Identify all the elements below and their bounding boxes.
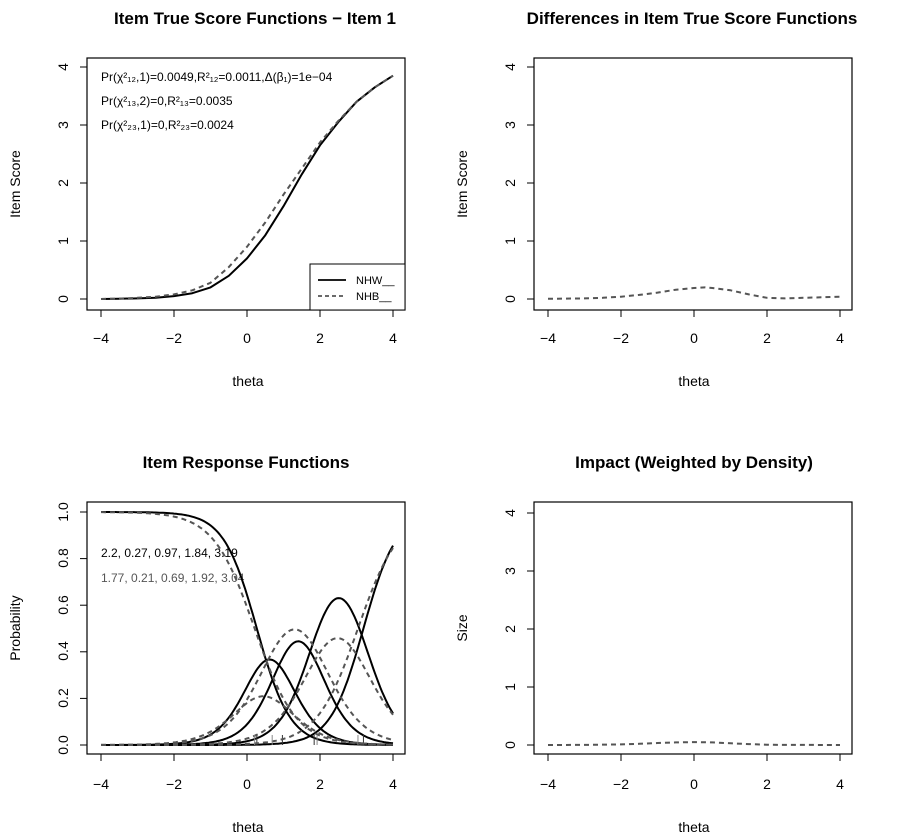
panel-4-title: Impact (Weighted by Density) <box>575 453 813 472</box>
category-curve-1-3 <box>101 637 394 746</box>
y-tick-label: 1 <box>502 683 518 691</box>
y-tick-label: 2 <box>502 179 518 187</box>
panel-1-annotations: Pr(χ²₁₂,1)=0.0049,R²₁₂=0.0011,Δ(β₁)=1e−0… <box>101 70 333 132</box>
y-tick-label: 0 <box>55 295 71 303</box>
y-tick-label: 0.8 <box>55 548 71 568</box>
panel-4-ylabel: Size <box>454 614 470 641</box>
panel-3-annotations: 2.2, 0.27, 0.97, 1.84, 3.19 1.77, 0.21, … <box>101 546 245 585</box>
y-tick-label: 4 <box>55 63 71 71</box>
y-tick-label: 3 <box>502 121 518 129</box>
panel-2-xticks: −4 −2 0 2 4 <box>540 330 844 346</box>
panel-true-score: Item True Score Functions − Item 1 theta… <box>7 9 406 389</box>
legend-label-nhb: NHB__ <box>356 291 392 303</box>
panel-1-frame <box>86 57 406 311</box>
panel-3-xticks: −4 −2 0 2 4 <box>93 776 397 792</box>
x-tick-label: −4 <box>93 330 109 346</box>
x-tick-label: −2 <box>166 330 182 346</box>
panel-item-response: Item Response Functions theta Probabilit… <box>7 453 406 835</box>
panel-2-frame <box>533 57 853 311</box>
y-tick-label: 0.6 <box>55 595 71 615</box>
legend-box <box>309 263 406 311</box>
category-curve-0-1 <box>101 658 394 746</box>
y-tick-label: 4 <box>502 63 518 71</box>
category-curve-1-4 <box>101 547 394 746</box>
panel-1-xlabel: theta <box>232 373 263 389</box>
x-tick-label: −2 <box>613 330 629 346</box>
panel-3-frame <box>86 501 406 755</box>
series-line-nhb <box>100 74 394 300</box>
annotation-chi23: Pr(χ²₂₃,1)=0,R²₂₃=0.0024 <box>101 118 234 132</box>
y-tick-label: 3 <box>55 121 71 129</box>
y-tick-label: 4 <box>502 509 518 517</box>
x-tick-label: 0 <box>690 776 698 792</box>
x-tick-label: 2 <box>763 330 771 346</box>
x-tick-label: −2 <box>166 776 182 792</box>
x-tick-label: 4 <box>389 330 397 346</box>
panel-4-xticks: −4 −2 0 2 4 <box>540 776 844 792</box>
panel-differences: Differences in Item True Score Functions… <box>454 9 857 389</box>
x-tick-label: 0 <box>243 776 251 792</box>
panel-1-yticks: 0 1 2 3 4 <box>55 63 71 303</box>
x-tick-label: 2 <box>316 330 324 346</box>
panel-4-yticks: 0 1 2 3 4 <box>502 509 518 749</box>
x-tick-label: −2 <box>613 776 629 792</box>
category-curve-0-0 <box>101 511 393 746</box>
y-tick-label: 0.0 <box>55 735 71 755</box>
y-tick-label: 0.2 <box>55 688 71 708</box>
panel-1-legend: NHW__ NHB__ <box>309 263 406 311</box>
annotation-chi13: Pr(χ²₁₃,2)=0,R²₁₃=0.0035 <box>101 94 233 108</box>
y-tick-label: 1 <box>502 237 518 245</box>
x-tick-label: 4 <box>836 776 844 792</box>
legend-label-nhw: NHW__ <box>356 275 395 287</box>
annotation-chi12: Pr(χ²₁₂,1)=0.0049,R²₁₂=0.0011,Δ(β₁)=1e−0… <box>101 70 333 84</box>
y-tick-label: 2 <box>55 179 71 187</box>
panel-3-yticks: 0.0 0.2 0.4 0.6 0.8 1.0 <box>55 502 71 755</box>
panel-4-frame <box>533 501 853 755</box>
panel-3-ylabel: Probability <box>7 595 23 660</box>
annotation-params-nhw: 2.2, 0.27, 0.97, 1.84, 3.19 <box>101 546 238 560</box>
panel-4-xlabel: theta <box>678 819 709 835</box>
x-tick-label: 2 <box>763 776 771 792</box>
x-tick-label: 4 <box>836 330 844 346</box>
panel-1-title: Item True Score Functions − Item 1 <box>114 9 396 28</box>
panel-1-ylabel: Item Score <box>7 150 23 218</box>
x-tick-label: −4 <box>540 776 556 792</box>
panel-2-ylabel: Item Score <box>454 150 470 218</box>
chart-marks <box>80 66 841 761</box>
y-tick-label: 1 <box>55 237 71 245</box>
x-tick-label: 4 <box>389 776 397 792</box>
category-curve-0-2 <box>101 640 394 746</box>
y-tick-label: 0 <box>502 295 518 303</box>
y-tick-label: 1.0 <box>55 502 71 522</box>
y-tick-label: 3 <box>502 567 518 575</box>
x-tick-label: 0 <box>690 330 698 346</box>
annotation-params-nhb: 1.77, 0.21, 0.69, 1.92, 3.04 <box>101 571 245 585</box>
x-tick-label: 2 <box>316 776 324 792</box>
panel-2-xlabel: theta <box>678 373 709 389</box>
panel-3-xlabel: theta <box>232 819 263 835</box>
y-tick-label: 2 <box>502 625 518 633</box>
series-line-0 <box>547 741 841 746</box>
panel-2-title: Differences in Item True Score Functions <box>527 9 858 28</box>
y-tick-label: 0.4 <box>55 641 71 661</box>
panel-2-yticks: 0 1 2 3 4 <box>502 63 518 303</box>
x-tick-label: −4 <box>93 776 109 792</box>
y-tick-label: 0 <box>502 741 518 749</box>
panel-impact: Impact (Weighted by Density) theta Size … <box>454 453 853 835</box>
panel-3-title: Item Response Functions <box>143 453 350 472</box>
x-tick-label: 0 <box>243 330 251 346</box>
panel-1-xticks: −4 −2 0 2 4 <box>93 330 397 346</box>
series-line-0 <box>547 286 841 300</box>
x-tick-label: −4 <box>540 330 556 346</box>
